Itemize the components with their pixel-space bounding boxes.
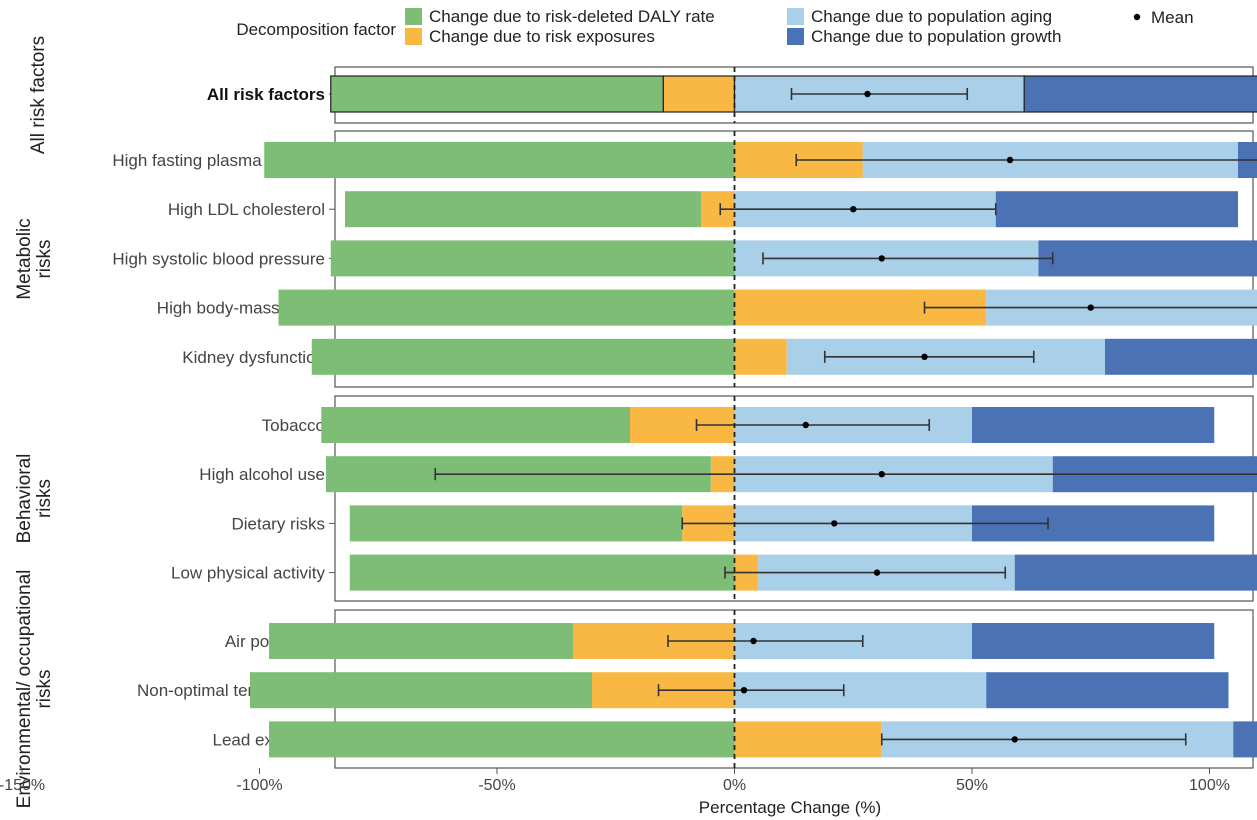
bar-row: Non-optimal temperature: [137, 672, 1229, 709]
bar-row: All risk factors: [207, 75, 1257, 113]
bar-row: High body-mass index: [157, 289, 1257, 326]
bar-segment-rate: [330, 240, 735, 277]
legend-swatch-exposure: [405, 28, 422, 45]
mean-point: [1087, 304, 1094, 311]
bar-row: Tobacco: [262, 407, 1215, 443]
row-label: High systolic blood pressure: [112, 249, 325, 268]
bar-row: Kidney dysfunction: [182, 338, 1257, 375]
x-tick-label: -150%: [0, 777, 45, 794]
panel-3: Behavioralrisks Tobacco High alcohol use Di…: [14, 395, 1257, 602]
bar-segment-exposure: [734, 721, 882, 758]
mean-point: [878, 255, 885, 262]
row-label: Low physical activity: [171, 564, 326, 583]
bar-segment-rate: [321, 407, 630, 443]
mean-point: [850, 206, 857, 213]
panel-strip-label: Metabolicrisks: [14, 218, 55, 299]
x-tick-label: -100%: [236, 777, 282, 794]
legend-swatch-aging: [787, 8, 804, 25]
mean-point: [740, 687, 748, 694]
row-label: High alcohol use: [199, 465, 325, 484]
panel-1: All risk factors All risk factors: [28, 36, 1257, 154]
bar-segment-exposure: [734, 338, 787, 375]
legend-label-growth: Change due to population growth: [811, 27, 1061, 46]
chart-panels: All risk factors All risk factorsMetaboli…: [14, 36, 1257, 808]
bar-segment-growth: [1038, 240, 1257, 277]
legend-title: Decomposition factor: [236, 20, 396, 39]
mean-point: [1006, 156, 1014, 164]
bar-segment-exposure: [662, 75, 736, 113]
legend-label-aging: Change due to population aging: [811, 7, 1052, 26]
row-label: All risk factors: [207, 85, 325, 104]
x-axis: -150%-100%-50%0%50%100%150%200%: [0, 768, 1230, 794]
row-label: Kidney dysfunction: [182, 348, 325, 367]
bar-segment-rate: [349, 554, 735, 591]
bar-row: High alcohol use: [199, 456, 1257, 493]
x-tick-label: 100%: [1189, 777, 1230, 794]
legend-swatch-growth: [787, 28, 804, 45]
mean-point: [831, 520, 838, 527]
mean-point: [1011, 736, 1018, 743]
bar-row: Dietary risks: [231, 505, 1215, 542]
x-axis-title: Percentage Change (%): [699, 798, 881, 817]
bar-segment-rate: [264, 142, 735, 178]
legend: Decomposition factor Change due to risk-d…: [236, 7, 1193, 46]
bar-segment-rate: [278, 289, 735, 326]
legend-mean-marker: [1133, 13, 1141, 21]
bar-segment-growth: [995, 191, 1238, 228]
bar-segment-rate: [311, 338, 735, 375]
bar-segment-growth: [1233, 721, 1257, 758]
bar-row: Low physical activity: [171, 554, 1257, 591]
panel-strip-label: Environmental/ occupationalrisks: [14, 570, 55, 809]
bar-segment-growth: [972, 407, 1215, 443]
mean-point: [873, 569, 881, 576]
bar-segment-rate: [269, 721, 735, 758]
mean-point: [750, 637, 757, 645]
bar-segment-rate: [345, 191, 702, 228]
bar-segment-growth: [1023, 75, 1257, 113]
mean-point: [878, 471, 885, 478]
bar-row: High fasting plasma glucose: [112, 142, 1257, 178]
bar-segment-rate: [250, 672, 592, 709]
x-tick-label: 0%: [723, 777, 746, 794]
legend-label-exposure: Change due to risk exposures: [429, 27, 655, 46]
x-tick-label: -50%: [478, 777, 515, 794]
panel-strip-label: Behavioralrisks: [14, 454, 55, 544]
bar-row: Lead exposure: [213, 721, 1257, 758]
mean-point: [921, 353, 928, 360]
bar-segment-growth: [972, 623, 1215, 659]
bar-segment-growth: [1105, 338, 1257, 375]
x-tick-label: 50%: [956, 777, 988, 794]
panel-2: Metabolicrisks High fasting plasma glucos…: [14, 130, 1257, 388]
bar-segment-rate: [269, 623, 573, 659]
row-label: Dietary risks: [231, 514, 325, 533]
row-label: Tobacco: [262, 416, 325, 435]
panel-4: Environmental/ occupationalrisks Air poll…: [14, 570, 1257, 809]
bar-row: High systolic blood pressure: [112, 240, 1257, 277]
bar-row: High LDL cholesterol: [168, 191, 1238, 228]
legend-swatch-rate: [405, 8, 422, 25]
row-label: High LDL cholesterol: [168, 200, 325, 219]
bar-segment-growth: [986, 672, 1229, 709]
mean-point: [864, 90, 871, 98]
legend-label-mean: Mean: [1151, 8, 1194, 27]
bar-row: Air pollution *: [225, 623, 1215, 659]
bar-segment-growth: [1014, 554, 1257, 591]
bar-segment-rate: [330, 75, 664, 113]
mean-point: [802, 421, 809, 429]
panel-strip-label: All risk factors: [28, 36, 49, 154]
legend-label-rate: Change due to risk-deleted DALY rate: [429, 7, 715, 26]
bar-segment-rate: [349, 505, 683, 542]
